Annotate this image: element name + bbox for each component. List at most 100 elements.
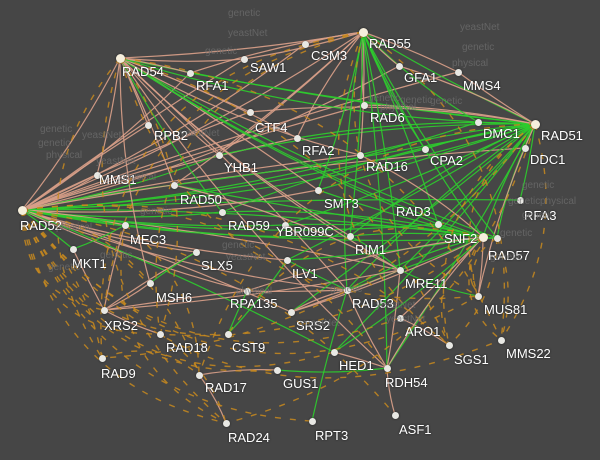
edge-physical[interactable] (21, 72, 191, 211)
node-ctf4[interactable] (246, 108, 254, 116)
edge-physical[interactable] (103, 282, 151, 311)
edge-yeastNet[interactable] (286, 259, 348, 291)
edge-physical[interactable] (119, 57, 245, 62)
node-csm3[interactable] (301, 40, 309, 48)
edge-genetic[interactable] (101, 123, 536, 359)
node-rad6[interactable] (360, 101, 368, 109)
edge-physical[interactable] (21, 189, 319, 213)
edge-genetic[interactable] (21, 209, 335, 368)
edge-physical[interactable] (346, 289, 388, 369)
edge-yeastNet[interactable] (437, 123, 536, 225)
node-cst9[interactable] (224, 330, 232, 338)
edge-yeastNet[interactable] (362, 31, 498, 239)
edge-yeastNet[interactable] (346, 123, 536, 291)
edge-physical[interactable] (457, 71, 536, 125)
edge-genetic[interactable] (21, 209, 151, 284)
node-rad17[interactable] (195, 371, 203, 379)
node-rfa3[interactable] (516, 196, 524, 204)
edge-yeastNet[interactable] (362, 31, 479, 123)
node-rad55[interactable] (358, 27, 368, 37)
edge-genetic[interactable] (103, 31, 364, 311)
node-ddc1[interactable] (521, 144, 529, 152)
edge-genetic[interactable] (155, 31, 364, 335)
node-rad57[interactable] (493, 234, 501, 242)
edge-genetic[interactable] (448, 237, 498, 346)
edge-yeastNet[interactable] (359, 123, 536, 156)
edge-genetic[interactable] (56, 57, 121, 359)
node-rad16[interactable] (356, 151, 364, 159)
node-rpt3[interactable] (308, 417, 316, 425)
edge-yeastNet[interactable] (349, 31, 364, 237)
node-snf2[interactable] (478, 232, 488, 242)
edge-physical[interactable] (386, 236, 484, 369)
edge-yeastNet[interactable] (386, 123, 536, 369)
edge-physical[interactable] (173, 31, 364, 186)
edge-yeastNet[interactable] (362, 31, 484, 238)
edge-physical[interactable] (21, 57, 121, 211)
node-rpb2[interactable] (144, 121, 152, 129)
node-rad54[interactable] (115, 53, 125, 63)
edge-yeastNet[interactable] (349, 235, 401, 271)
edge-genetic[interactable] (21, 209, 105, 311)
node-gus1[interactable] (273, 366, 281, 374)
node-msh6[interactable] (146, 279, 154, 287)
edge-genetic[interactable] (21, 209, 278, 372)
node-rdh54[interactable] (383, 364, 391, 372)
edge-genetic[interactable] (119, 57, 450, 346)
edge-yeastNet[interactable] (21, 209, 335, 353)
edge-physical[interactable] (21, 209, 197, 253)
edge-genetic[interactable] (353, 31, 479, 297)
edge-yeastNet[interactable] (21, 209, 351, 238)
node-mkt1[interactable] (69, 245, 77, 253)
edge-physical[interactable] (296, 31, 364, 139)
edge-yeastNet[interactable] (218, 123, 536, 156)
node-asf1[interactable] (391, 411, 399, 419)
edge-physical[interactable] (359, 31, 365, 156)
edge-physical[interactable] (119, 57, 151, 284)
node-rad24[interactable] (222, 419, 230, 427)
node-mus81[interactable] (474, 292, 482, 300)
edge-physical[interactable] (362, 31, 459, 73)
edge-genetic[interactable] (198, 123, 536, 376)
edge-genetic[interactable] (124, 224, 200, 376)
edge-physical[interactable] (119, 31, 364, 59)
edge-physical[interactable] (119, 57, 361, 156)
node-mre11[interactable] (396, 266, 404, 274)
edge-genetic[interactable] (500, 123, 547, 341)
node-rad3[interactable] (434, 220, 442, 228)
edge-physical[interactable] (290, 289, 348, 313)
node-rad52[interactable] (17, 205, 27, 215)
edge-genetic[interactable] (159, 236, 484, 337)
edge-genetic[interactable] (119, 57, 502, 341)
edge-physical[interactable] (21, 71, 459, 211)
node-hed1[interactable] (330, 348, 338, 356)
edge-genetic[interactable] (362, 31, 506, 341)
node-mms4[interactable] (454, 68, 462, 76)
edge-genetic[interactable] (468, 123, 536, 297)
node-rad53[interactable] (343, 286, 351, 294)
edge-physical[interactable] (72, 248, 105, 311)
edge-physical[interactable] (21, 104, 365, 211)
edge-yeastNet[interactable] (399, 123, 536, 271)
node-cpa2[interactable] (421, 145, 429, 153)
edge-yeastNet[interactable] (227, 290, 248, 335)
edge-physical[interactable] (21, 65, 400, 211)
edge-yeastNet[interactable] (173, 184, 484, 238)
edge-genetic[interactable] (21, 209, 396, 416)
edge-yeastNet[interactable] (333, 123, 536, 353)
edge-yeastNet[interactable] (149, 251, 197, 284)
edge-yeastNet[interactable] (119, 57, 439, 225)
edge-physical[interactable] (119, 57, 175, 186)
node-yhb1[interactable] (215, 151, 223, 159)
edge-yeastNet[interactable] (362, 31, 536, 125)
edge-physical[interactable] (477, 236, 484, 297)
edge-yeastNet[interactable] (346, 236, 484, 291)
node-mms1[interactable] (93, 171, 101, 179)
node-gfa1[interactable] (395, 62, 403, 70)
edge-genetic[interactable] (21, 209, 200, 376)
edge-yeastNet[interactable] (424, 123, 536, 150)
edge-physical[interactable] (246, 289, 348, 293)
node-aro1[interactable] (396, 314, 404, 322)
node-rfa2[interactable] (293, 134, 301, 142)
